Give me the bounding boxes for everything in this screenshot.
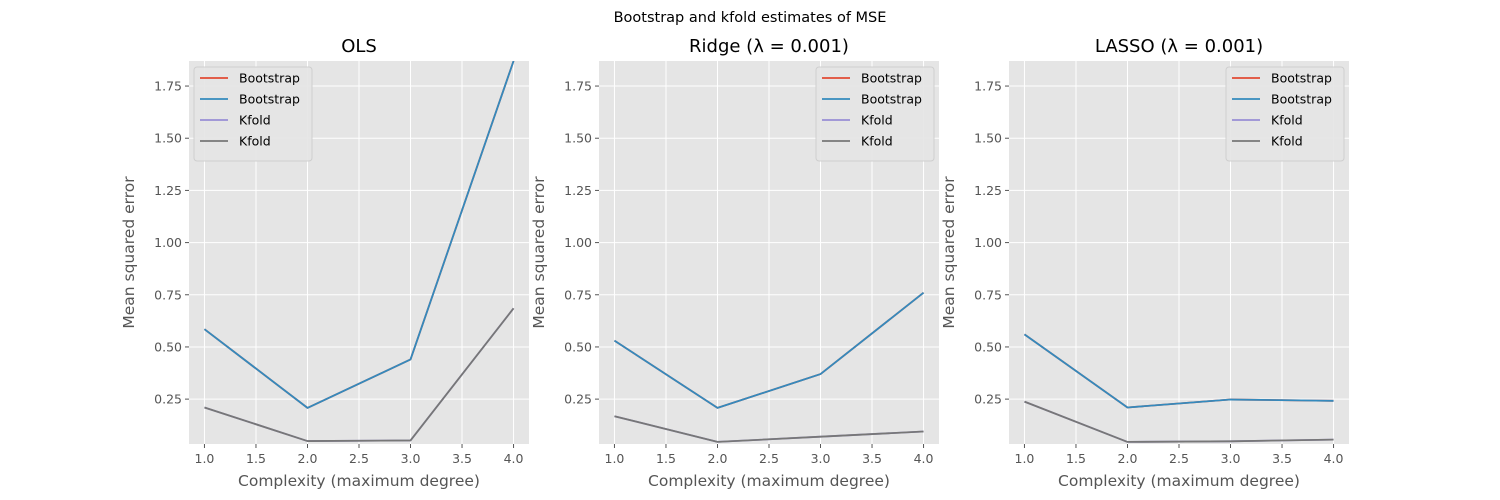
series-line-2 — [613, 291, 925, 409]
legend-entry-2: Bootstrap — [239, 92, 300, 107]
y-tick-label: 0.50 — [564, 339, 592, 354]
legend: Bootstrap Bootstrap Kfold Kfold — [1225, 66, 1345, 162]
legend-box — [193, 66, 313, 162]
legend-entry-4: Kfold — [239, 134, 271, 149]
x-tick-label: 2.0 — [298, 451, 318, 466]
series-line-2 — [1023, 333, 1334, 409]
x-tick-label: 1.0 — [195, 451, 215, 466]
x-tick-label: 1.5 — [246, 451, 266, 466]
x-tick-label: 2.0 — [708, 451, 728, 466]
y-tick-label: 0.25 — [974, 392, 1002, 407]
x-tick-label: 3.0 — [401, 451, 421, 466]
y-tick-label: 1.50 — [154, 131, 182, 146]
x-tick-label: 3.5 — [452, 451, 472, 466]
legend-entry-2: Bootstrap — [861, 92, 922, 107]
panel-title: Ridge (λ = 0.001) — [689, 36, 849, 57]
x-axis-label: Complexity (maximum degree) — [648, 472, 890, 490]
legend-entry-2: Bootstrap — [1271, 92, 1332, 107]
y-tick-label: 0.25 — [154, 392, 182, 407]
x-tick-label: 1.5 — [1066, 451, 1086, 466]
x-tick-label: 1.5 — [656, 451, 676, 466]
x-axis-label: Complexity (maximum degree) — [1058, 472, 1300, 490]
y-axis-label: Mean squared error — [530, 176, 548, 329]
y-tick-label: 1.50 — [974, 131, 1002, 146]
y-tick-label: 1.00 — [564, 235, 592, 250]
figure-suptitle: Bootstrap and kfold estimates of MSE — [614, 10, 887, 26]
x-tick-label: 1.0 — [1015, 451, 1035, 466]
y-tick-label: 1.50 — [564, 131, 592, 146]
panel-3: 1.0 1.5 2.0 2.5 3.0 3.5 4.0 0.25 0.50 0.75 1.00 1.2… — [940, 36, 1349, 490]
y-tick-label: 0.75 — [154, 287, 182, 302]
legend-box — [815, 66, 935, 162]
x-tick-label: 4.0 — [504, 451, 524, 466]
x-axis-label: Complexity (maximum degree) — [238, 472, 480, 490]
y-tick-label: 1.00 — [154, 235, 182, 250]
x-tick-label: 2.0 — [1118, 451, 1138, 466]
panel-title: LASSO (λ = 0.001) — [1095, 36, 1263, 57]
x-tick-label: 1.0 — [605, 451, 625, 466]
legend: Bootstrap Bootstrap Kfold Kfold — [815, 66, 935, 162]
x-tick-label: 2.5 — [349, 451, 369, 466]
legend: Bootstrap Bootstrap Kfold Kfold — [193, 66, 313, 162]
y-tick-label: 1.00 — [974, 235, 1002, 250]
panels: 1.0 1.5 2.0 2.5 3.0 3.5 4.0 0.25 0.50 0.75 1.00 1.2… — [120, 36, 1349, 490]
y-tick-label: 0.75 — [974, 287, 1002, 302]
x-tick-label: 3.0 — [811, 451, 831, 466]
series-group — [203, 61, 515, 442]
y-tick-label: 0.50 — [974, 339, 1002, 354]
y-tick-label: 1.75 — [974, 79, 1002, 94]
y-tick-label: 1.75 — [564, 79, 592, 94]
x-tick-label: 4.0 — [914, 451, 934, 466]
series-line-4 — [204, 307, 515, 442]
legend-entry-3: Kfold — [1271, 113, 1303, 128]
y-axis-label: Mean squared error — [940, 176, 958, 329]
panel-2: 1.0 1.5 2.0 2.5 3.0 3.5 4.0 0.25 0.50 0.75 1.00 1.2… — [530, 36, 939, 490]
series-group — [1023, 333, 1334, 443]
y-tick-label: 0.75 — [564, 287, 592, 302]
panel-title: OLS — [341, 36, 377, 57]
legend-entry-1: Bootstrap — [861, 71, 922, 86]
series-line-2 — [203, 61, 515, 409]
y-tick-label: 1.25 — [564, 183, 592, 198]
x-tick-label: 2.5 — [759, 451, 779, 466]
x-tick-label: 3.5 — [862, 451, 882, 466]
series-line-4 — [1024, 400, 1334, 443]
series-group — [613, 291, 925, 443]
y-axis-label: Mean squared error — [120, 176, 138, 329]
legend-entry-4: Kfold — [861, 134, 893, 149]
y-tick-label: 1.25 — [154, 183, 182, 198]
legend-entry-3: Kfold — [239, 113, 271, 128]
panel-1: 1.0 1.5 2.0 2.5 3.0 3.5 4.0 0.25 0.50 0.75 1.00 1.2… — [120, 36, 529, 490]
legend-entry-4: Kfold — [1271, 134, 1303, 149]
x-tick-label: 4.0 — [1324, 451, 1344, 466]
y-tick-label: 0.50 — [154, 339, 182, 354]
legend-entry-3: Kfold — [861, 113, 893, 128]
y-tick-label: 1.75 — [154, 79, 182, 94]
x-tick-label: 3.5 — [1272, 451, 1292, 466]
y-tick-label: 1.25 — [974, 183, 1002, 198]
y-tick-label: 0.25 — [564, 392, 592, 407]
legend-entry-1: Bootstrap — [239, 71, 300, 86]
legend-entry-1: Bootstrap — [1271, 71, 1332, 86]
x-tick-label: 3.0 — [1221, 451, 1241, 466]
x-tick-label: 2.5 — [1169, 451, 1189, 466]
legend-box — [1225, 66, 1345, 162]
series-line-4 — [614, 415, 924, 443]
